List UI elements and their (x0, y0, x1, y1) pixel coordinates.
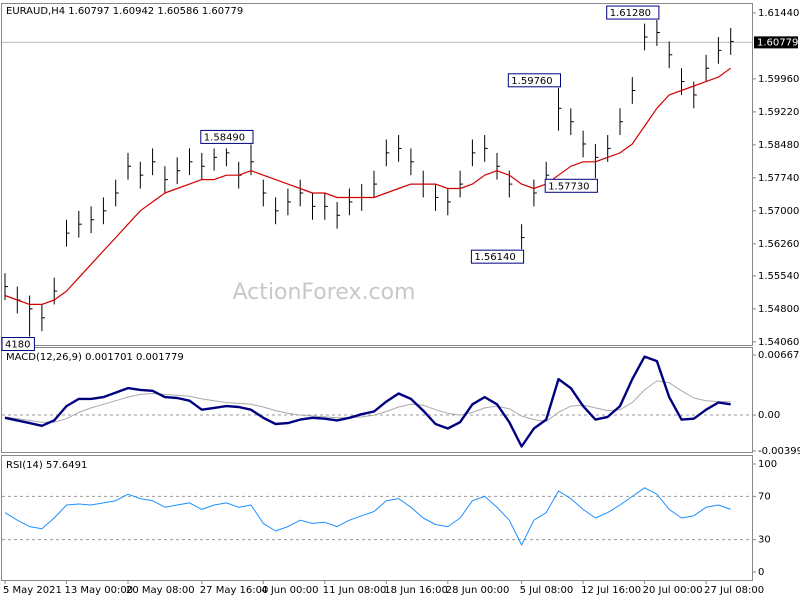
last-price-label: 1.60779 (757, 37, 798, 48)
x-tick-label: 12 Jul 16:00 (581, 585, 641, 596)
annotation-box (606, 5, 660, 20)
annotation-box (507, 73, 561, 88)
x-tick-label: 13 May 00:00 (65, 585, 134, 596)
x-tick-label: 5 Jul 08:00 (520, 585, 574, 596)
x-tick-label: 5 May 2021 (3, 585, 62, 596)
annotation-box (200, 129, 254, 144)
annotation-label: 1.58490 (204, 132, 245, 143)
rsi-panel (1, 455, 753, 581)
x-tick-label: 27 May 16:00 (200, 585, 269, 596)
line (4, 380, 731, 423)
macd-panel (1, 347, 753, 453)
y-tick-label: 0 (758, 567, 764, 578)
y-tick-label: 1.58480 (758, 140, 799, 151)
annotation-label: 1.59760 (511, 76, 552, 87)
y-tick-label: 1.56260 (758, 239, 799, 250)
x-tick-label: 28 Jun 00:00 (446, 585, 510, 596)
annotation-box (544, 178, 598, 193)
y-tick-label: 1.57000 (758, 206, 799, 217)
y-tick-label: 1.57740 (758, 173, 799, 184)
last-price-box (754, 36, 798, 49)
x-tick-label: 18 Jun 16:00 (384, 585, 448, 596)
y-tick-label: 100 (758, 459, 777, 470)
y-tick-label: 1.55540 (758, 271, 799, 282)
y-tick-label: -0.003994 (758, 446, 800, 457)
y-tick-label: 1.54060 (758, 337, 799, 348)
rsi-title: RSI(14) 57.6491 (6, 460, 87, 471)
main-panel (1, 3, 753, 346)
y-tick-label: 0.006679 (758, 350, 800, 361)
annotation-label: 4180 (5, 340, 30, 351)
x-tick-label: 20 May 08:00 (126, 585, 195, 596)
annotation-label: 1.57730 (548, 181, 589, 192)
annotation-label: 1.56140 (474, 252, 515, 263)
annotation-box (1, 337, 35, 352)
y-tick-label: 0.00 (758, 410, 780, 421)
macd-title: MACD(12,26,9) 0.001701 0.001779 (6, 352, 184, 363)
y-tick-label: 30 (758, 535, 771, 546)
y-tick-label: 1.59220 (758, 107, 799, 118)
watermark: ActionForex.com (233, 280, 416, 305)
x-tick-label: 20 Jul 00:00 (643, 585, 703, 596)
y-tick-label: 1.59960 (758, 74, 799, 85)
x-tick-label: 27 Jul 08:00 (704, 585, 764, 596)
line (4, 487, 731, 546)
annotation-label: 1.61280 (610, 8, 651, 19)
line (4, 67, 732, 305)
y-tick-label: 70 (758, 491, 771, 502)
y-tick-label: 1.61440 (758, 8, 799, 19)
chart-title: EURAUD,H4 1.60797 1.60942 1.60586 1.6077… (6, 6, 243, 17)
annotation-box (470, 249, 525, 264)
x-tick-label: 4 Jun 00:00 (261, 585, 318, 596)
y-tick-label: 1.54800 (758, 304, 799, 315)
line (4, 355, 731, 448)
x-tick-label: 11 Jun 08:00 (323, 585, 387, 596)
